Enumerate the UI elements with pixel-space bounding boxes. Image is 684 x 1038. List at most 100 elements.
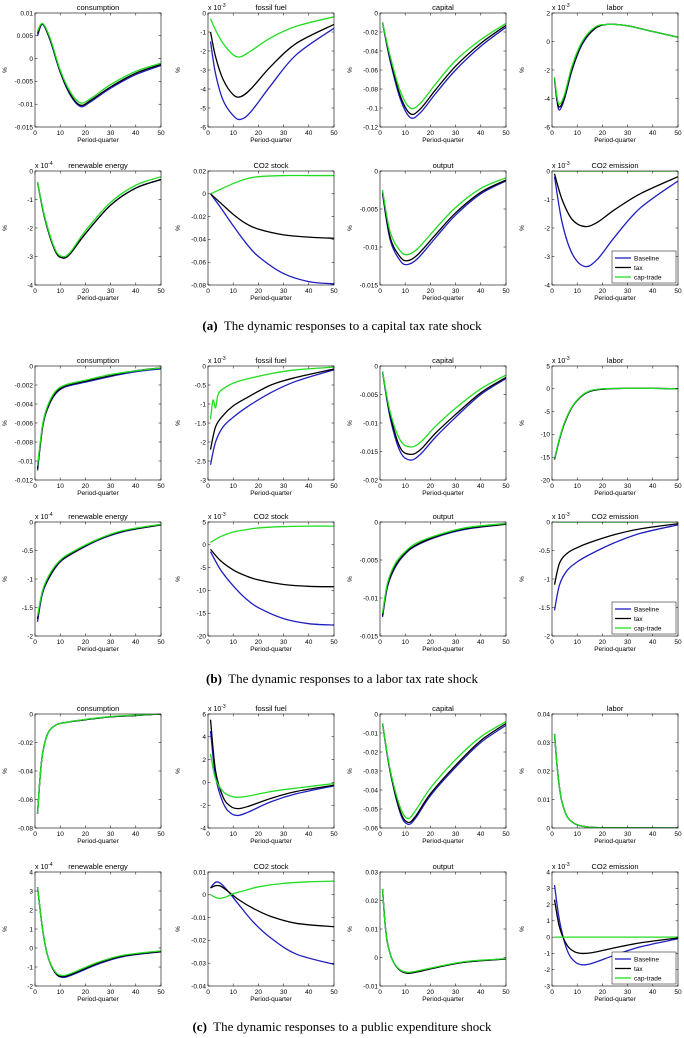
y-tick-label: -0.015 — [360, 633, 379, 640]
x-axis-label: Period-quarter — [594, 838, 636, 845]
x-tick-label: 20 — [255, 639, 263, 646]
y-tick-label: -4 — [544, 282, 550, 289]
axis-exponent: x 10-3 — [208, 3, 226, 12]
x-tick-label: 40 — [132, 130, 140, 137]
x-tick-label: 10 — [57, 288, 65, 295]
y-tick-label: -0.04 — [363, 787, 378, 794]
x-tick-label: 50 — [157, 989, 165, 996]
y-tick-label: -0.03 — [363, 768, 378, 775]
y-tick-label: 0 — [546, 825, 550, 832]
series-group — [381, 177, 506, 266]
series-line-cap-trade — [36, 714, 161, 814]
x-tick-label: 50 — [330, 288, 338, 295]
plot-frame — [551, 713, 679, 829]
panel-a-consumption: consumption 0 10 20 30 40 50 0.01 0.005 0 -0.005 -0… — [2, 3, 165, 144]
series-group — [553, 522, 678, 611]
x-tick-label: 30 — [624, 288, 632, 295]
series-line-baseline — [381, 371, 506, 461]
series-line-cap-trade — [381, 889, 506, 974]
x-tick-label: 20 — [599, 639, 607, 646]
x-axis-label: Period-quarter — [250, 137, 292, 144]
plot-frame — [34, 12, 162, 128]
y-tick-label: 3 — [29, 888, 33, 895]
panel-title: labor — [607, 704, 624, 713]
y-tick-label: 0.02 — [365, 898, 378, 905]
y-tick-label: 0.01 — [537, 797, 550, 804]
x-tick-label: 50 — [330, 989, 338, 996]
series-line-tax — [210, 884, 334, 928]
x-tick-label: 10 — [230, 483, 238, 490]
axis-exponent: x 10-3 — [208, 512, 226, 521]
axis-exponent: x 10-3 — [208, 356, 226, 365]
plot-frame — [379, 365, 507, 481]
legend-label: Baseline — [634, 255, 659, 262]
y-axis-label: % — [175, 225, 182, 231]
series-line-tax — [36, 887, 161, 978]
y-tick-label: -0.01 — [363, 420, 378, 427]
panel-c-consumption: consumption 0 10 20 30 40 50 0 -0.02 -0.04 -0.06 -0… — [2, 704, 165, 845]
panel-b-capital: capital 0 10 20 30 40 50 0 -0.005 -0.01 -0.015 -0.0… — [347, 356, 510, 497]
y-axis-label: % — [2, 225, 9, 231]
y-tick-label: 0 — [374, 955, 378, 962]
y-tick-label: -0.01 — [191, 915, 206, 922]
series-line-cap-trade — [209, 16, 334, 58]
y-tick-label: -0.02 — [18, 740, 33, 747]
y-tick-label: -1.5 — [22, 605, 34, 612]
x-tick-label: 40 — [649, 288, 657, 295]
x-tick-label: 0 — [33, 288, 37, 295]
y-tick-label: -2 — [200, 803, 206, 810]
series-line-tax — [381, 179, 506, 262]
y-tick-label: -0.08 — [18, 825, 33, 832]
x-tick-label: 20 — [82, 130, 90, 137]
y-tick-label: 6 — [202, 711, 206, 718]
axis-exponent: x 10-3 — [552, 356, 570, 365]
x-tick-label: 50 — [502, 288, 510, 295]
legend-label: cap-trade — [634, 274, 662, 281]
y-tick-label: -3 — [200, 477, 206, 484]
y-tick-label: -0.005 — [360, 557, 379, 564]
panel-title: renewable energy — [68, 161, 128, 170]
y-axis-label: % — [347, 225, 354, 231]
x-tick-label: 40 — [649, 639, 657, 646]
series-line-tax — [36, 714, 161, 814]
y-axis-label: % — [2, 420, 9, 426]
y-tick-label: -10 — [541, 432, 551, 439]
panel-c-capital: capital 0 10 20 30 40 50 0 -0.01 -0.02 -0.03 -0.04 -… — [347, 704, 510, 845]
axis-exponent: x 10-3 — [208, 704, 226, 713]
x-axis-label: Period-quarter — [594, 295, 636, 302]
series-line-baseline — [209, 27, 334, 121]
plot-frame — [551, 871, 679, 987]
series-line-baseline — [36, 714, 161, 814]
panel-b-consumption: consumption 0 10 20 30 40 50 0 -0.002 -0.004 -0.00… — [2, 356, 165, 497]
x-tick-label: 10 — [230, 130, 238, 137]
x-tick-label: 50 — [502, 639, 510, 646]
x-tick-label: 0 — [33, 483, 37, 490]
x-tick-label: 50 — [674, 989, 682, 996]
y-tick-label: -6 — [544, 124, 550, 131]
y-tick-label: -0.015 — [360, 449, 379, 456]
axis-exponent: x 10-3 — [552, 161, 570, 170]
y-tick-label: 0 — [202, 780, 206, 787]
y-tick-label: -4 — [200, 825, 206, 832]
x-tick-label: 20 — [427, 831, 435, 838]
y-axis-label: % — [519, 768, 526, 774]
y-tick-label: 2 — [546, 902, 550, 909]
panel-title: labor — [607, 3, 624, 12]
y-tick-label: -0.015 — [360, 282, 379, 289]
x-tick-label: 20 — [82, 639, 90, 646]
series-line-cap-trade — [36, 887, 161, 977]
series-line-tax — [36, 178, 161, 259]
y-tick-label: -4 — [27, 282, 33, 289]
x-tick-label: 0 — [206, 288, 210, 295]
x-tick-label: 30 — [452, 989, 460, 996]
panel-title: capital — [432, 3, 454, 12]
series-line-baseline — [209, 731, 334, 817]
y-axis-label: % — [175, 768, 182, 774]
y-tick-label: 0.02 — [193, 168, 206, 175]
caption-a-label: (a) — [202, 318, 218, 333]
y-tick-label: 0 — [29, 945, 33, 952]
